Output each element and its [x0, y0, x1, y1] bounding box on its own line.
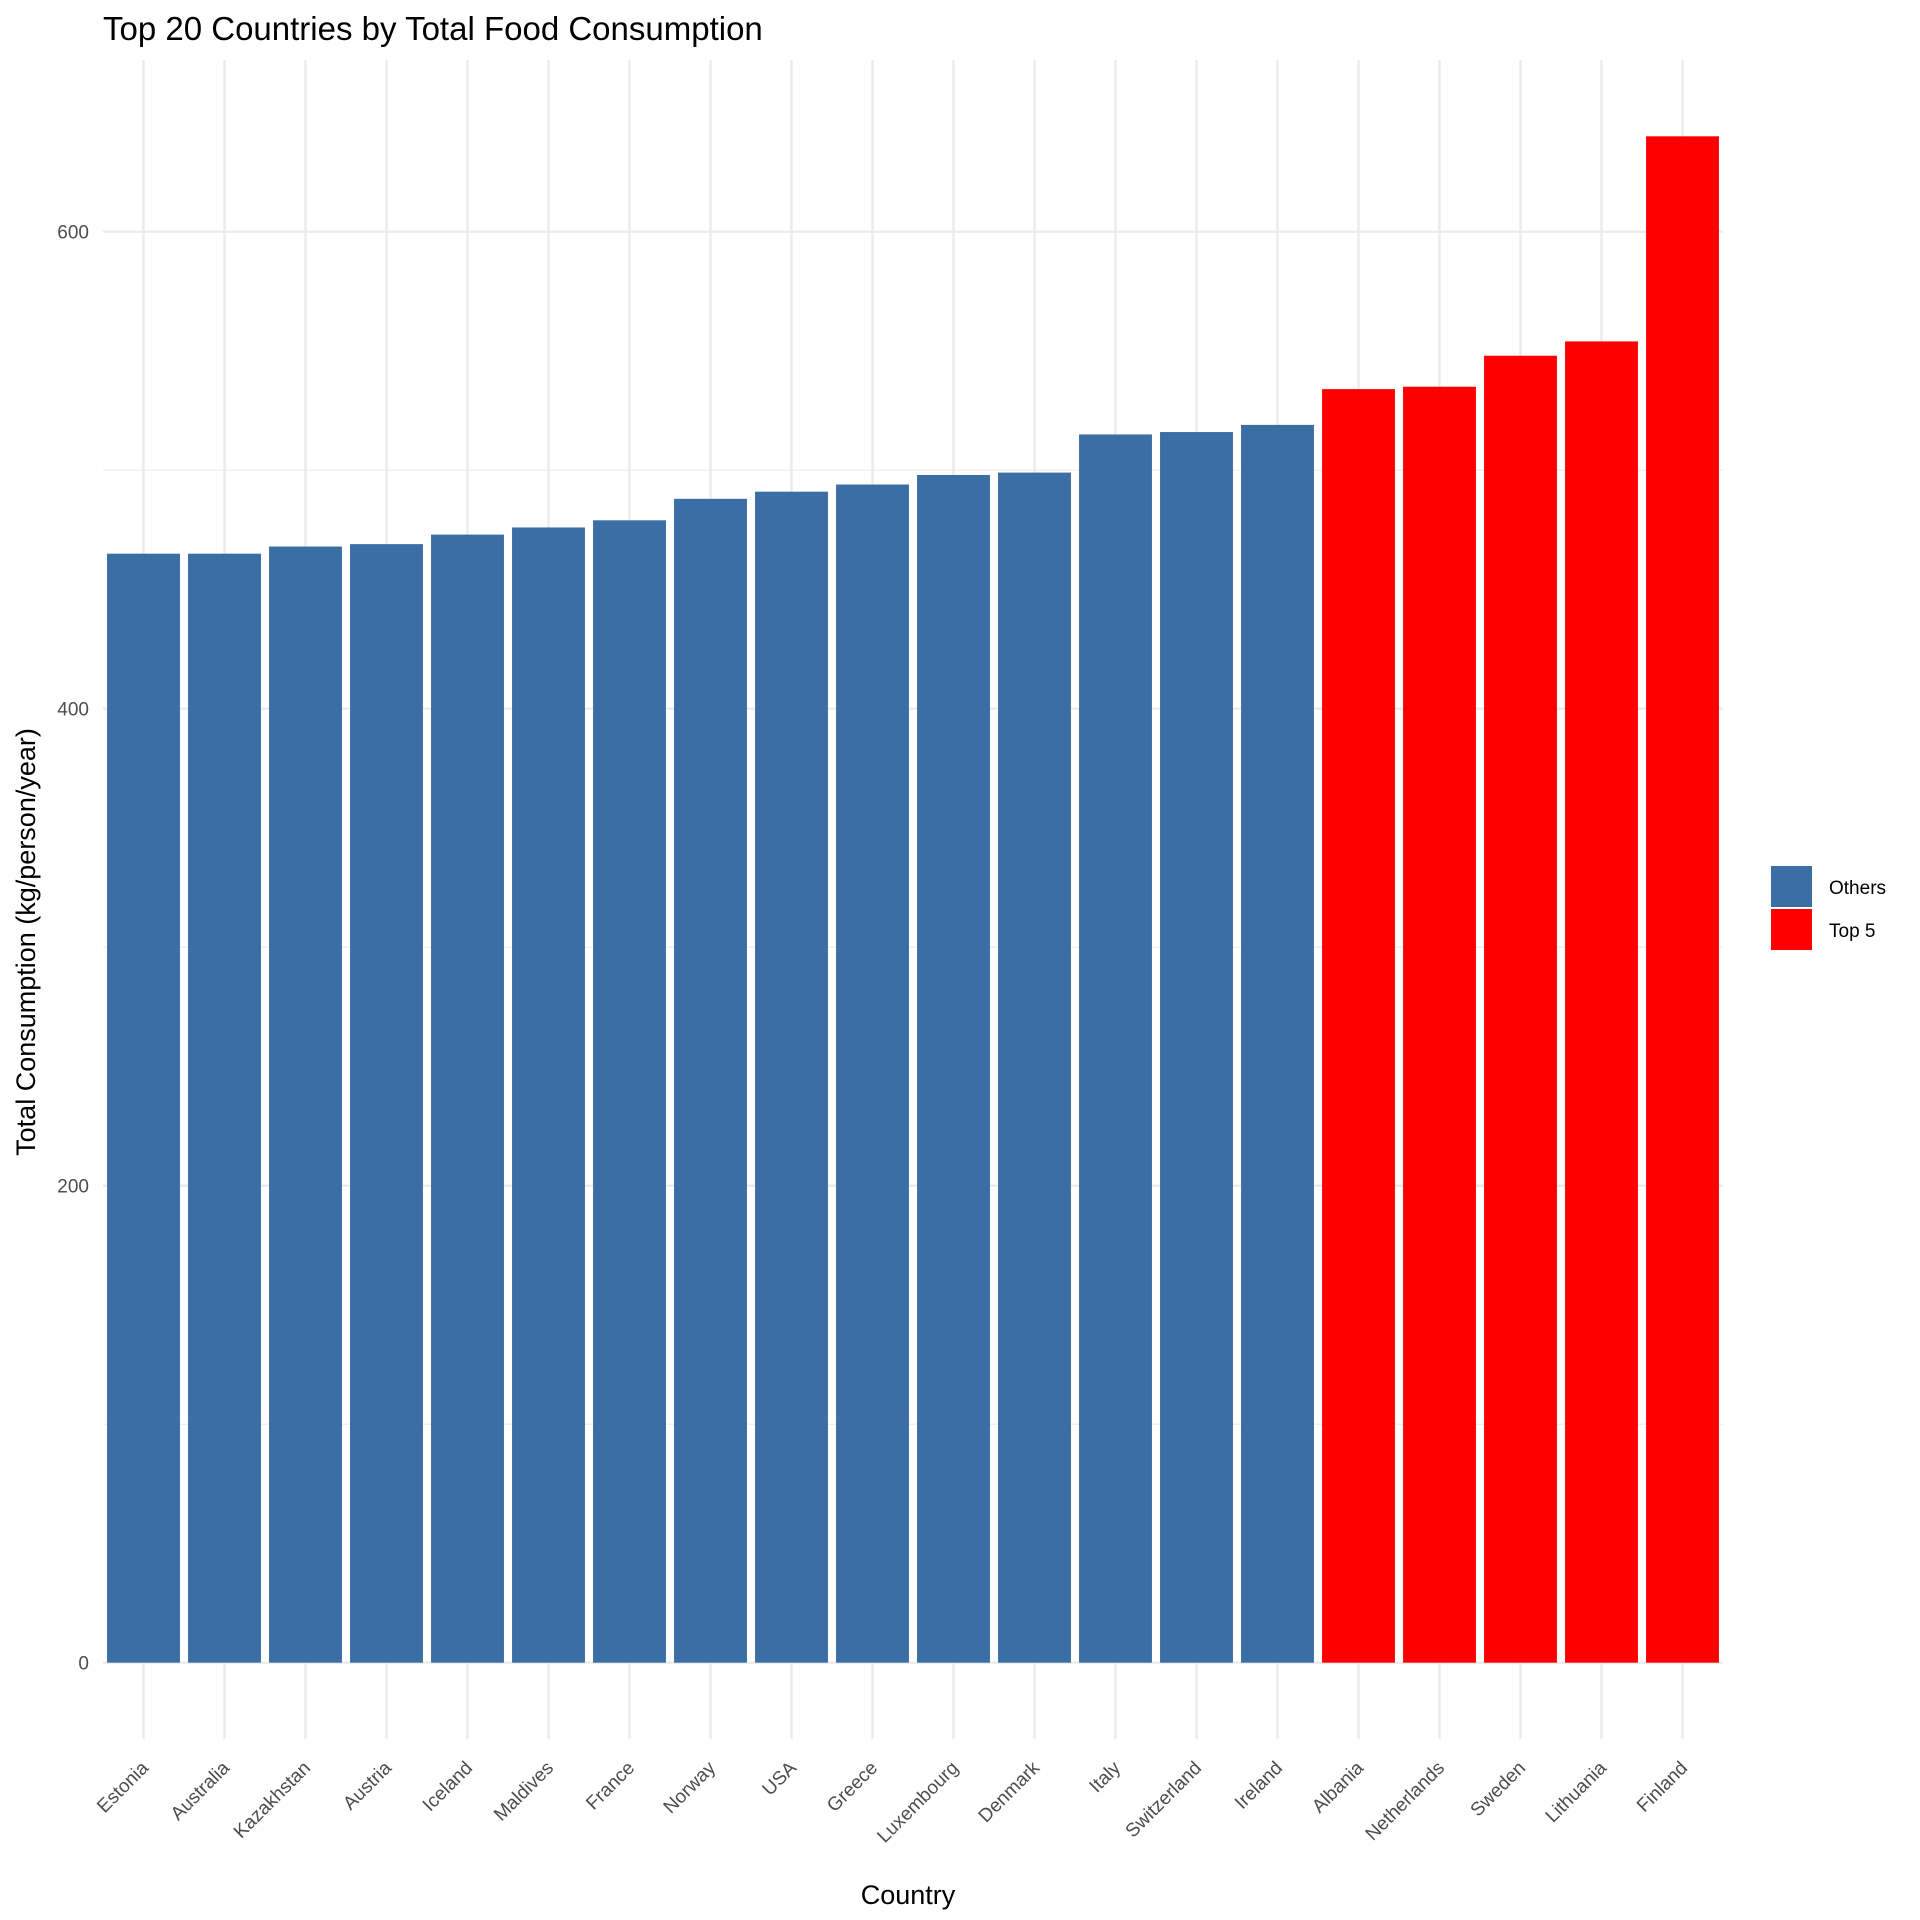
bar-italy [1079, 434, 1152, 1663]
y-axis-title: Total Consumption (kg/person/year) [11, 728, 41, 1156]
legend: Others Top 5 [1769, 864, 1886, 952]
bar-finland [1646, 136, 1719, 1663]
x-tick-label: Kazakhstan [230, 1758, 315, 1843]
x-tick-label: Greece [823, 1758, 882, 1817]
x-tick-label: Finland [1633, 1758, 1692, 1817]
x-tick-label: Estonia [93, 1757, 153, 1817]
bar-austria [350, 544, 423, 1663]
x-axis-title: Country [861, 1880, 956, 1910]
bar-netherlands [1403, 386, 1476, 1663]
y-tick-label: 600 [57, 223, 89, 244]
y-tick-label: 400 [57, 700, 89, 721]
legend-key-others [1769, 864, 1814, 909]
chart-title: Top 20 Countries by Total Food Consumpti… [103, 10, 763, 47]
x-tick-label: Albania [1308, 1757, 1368, 1817]
x-tick-label: Ireland [1231, 1758, 1287, 1814]
bar-france [593, 520, 666, 1663]
legend-label: Top 5 [1829, 921, 1875, 942]
bar-greece [836, 484, 909, 1663]
y-tick-labels: 0 200 400 600 [57, 223, 89, 1675]
x-tick-label: Sweden [1467, 1758, 1530, 1821]
bar-albania [1322, 389, 1395, 1663]
bar-lithuania [1565, 341, 1638, 1663]
x-tick-label: Lithuania [1542, 1757, 1612, 1827]
bar-iceland [431, 534, 504, 1663]
bar-norway [674, 498, 747, 1663]
bar-estonia [107, 553, 180, 1663]
x-tick-label: Austria [339, 1757, 396, 1814]
x-tick-label: Iceland [419, 1758, 477, 1816]
x-tick-label: Australia [167, 1757, 234, 1824]
x-tick-label: Denmark [975, 1757, 1045, 1827]
x-tick-label: Switzerland [1122, 1758, 1206, 1842]
bar-maldives [512, 527, 585, 1663]
x-tick-label: Norway [660, 1757, 721, 1818]
legend-label: Others [1829, 878, 1886, 899]
y-tick-label: 0 [78, 1654, 89, 1675]
x-tick-label: Maldives [490, 1758, 558, 1826]
bars [107, 136, 1719, 1663]
x-tick-label: Netherlands [1362, 1758, 1449, 1845]
legend-key-top-5 [1769, 907, 1814, 952]
x-tick-label: USA [759, 1757, 802, 1800]
grid-lines [103, 60, 1723, 1739]
y-tick-label: 200 [57, 1177, 89, 1198]
bar-luxembourg [917, 474, 990, 1663]
x-tick-label: France [582, 1758, 639, 1815]
bar-denmark [998, 472, 1071, 1663]
bar-australia [188, 553, 261, 1663]
bar-kazakhstan [269, 546, 342, 1663]
x-tick-label: Luxembourg [873, 1758, 963, 1848]
bar-switzerland [1160, 432, 1233, 1663]
bar-sweden [1484, 355, 1557, 1663]
x-tick-label: Italy [1086, 1757, 1126, 1797]
bar-usa [755, 491, 828, 1663]
bar-ireland [1241, 424, 1314, 1663]
